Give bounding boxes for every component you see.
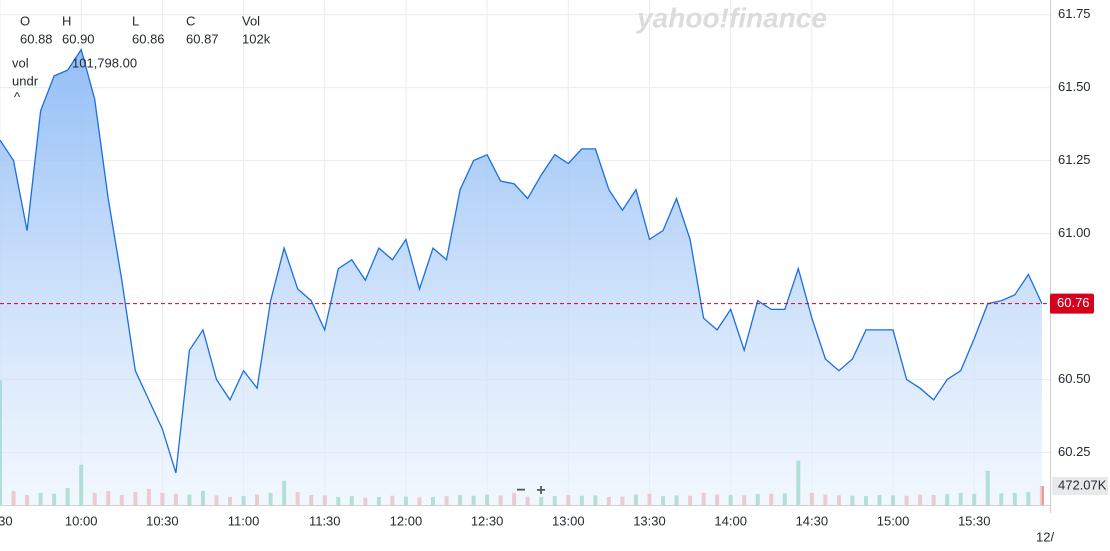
price-area	[0, 49, 1042, 505]
indicator-toggle[interactable]: ^	[14, 89, 21, 104]
x-tick-label: 13:00	[552, 513, 585, 528]
x-tick-label: 12:30	[471, 513, 504, 528]
indicator-label: vol	[12, 55, 29, 70]
last-price-tag	[1050, 293, 1094, 314]
x-tick-label: 11:30	[309, 513, 341, 528]
indicator-value: 101,798.00	[72, 55, 137, 70]
header-label: C	[186, 13, 195, 28]
y-tick-label: 61.00	[1058, 225, 1091, 240]
zoom-out[interactable]: −	[516, 482, 525, 499]
x-tick-label: 12:00	[390, 513, 423, 528]
header-label: L	[132, 13, 139, 28]
header-label: H	[62, 13, 71, 28]
header-value: 60.87	[186, 31, 219, 46]
y-tick-label: 61.75	[1058, 6, 1091, 21]
y-tick-label: 60.50	[1058, 371, 1091, 386]
x-tick-label: 9:30	[0, 513, 13, 528]
header-value: 60.88	[20, 31, 53, 46]
header-value: 60.90	[62, 31, 95, 46]
x-tick-label: 11:00	[228, 513, 260, 528]
y-tick-label: 61.25	[1058, 152, 1091, 167]
x-tick-label: 10:30	[146, 513, 179, 528]
last-price-label: 60.76	[1057, 295, 1090, 310]
zoom-in[interactable]: +	[536, 482, 545, 499]
x-tick-label: 15:00	[877, 513, 910, 528]
volume-tag	[1052, 477, 1108, 495]
watermark: yahoo!finance	[635, 2, 827, 33]
indicator-label: undr	[12, 73, 39, 88]
x-tick-label: 10:00	[65, 513, 98, 528]
price-line	[0, 48, 1043, 474]
x-tick-label: 14:00	[714, 513, 747, 528]
x-tick-label: 15:30	[958, 513, 991, 528]
header-value: 102k	[242, 31, 271, 46]
header-label: O	[20, 13, 30, 28]
y-tick-label: 60.25	[1058, 444, 1091, 459]
header-value: 60.86	[132, 31, 165, 46]
x-tick-label: 13:30	[633, 513, 666, 528]
y-tick-label: 61.50	[1058, 79, 1091, 94]
date-label: 12/	[1036, 529, 1054, 544]
volume-tag-label: 472.07K	[1058, 477, 1107, 492]
x-tick-label: 14:30	[796, 513, 829, 528]
header-label: Vol	[242, 13, 260, 28]
